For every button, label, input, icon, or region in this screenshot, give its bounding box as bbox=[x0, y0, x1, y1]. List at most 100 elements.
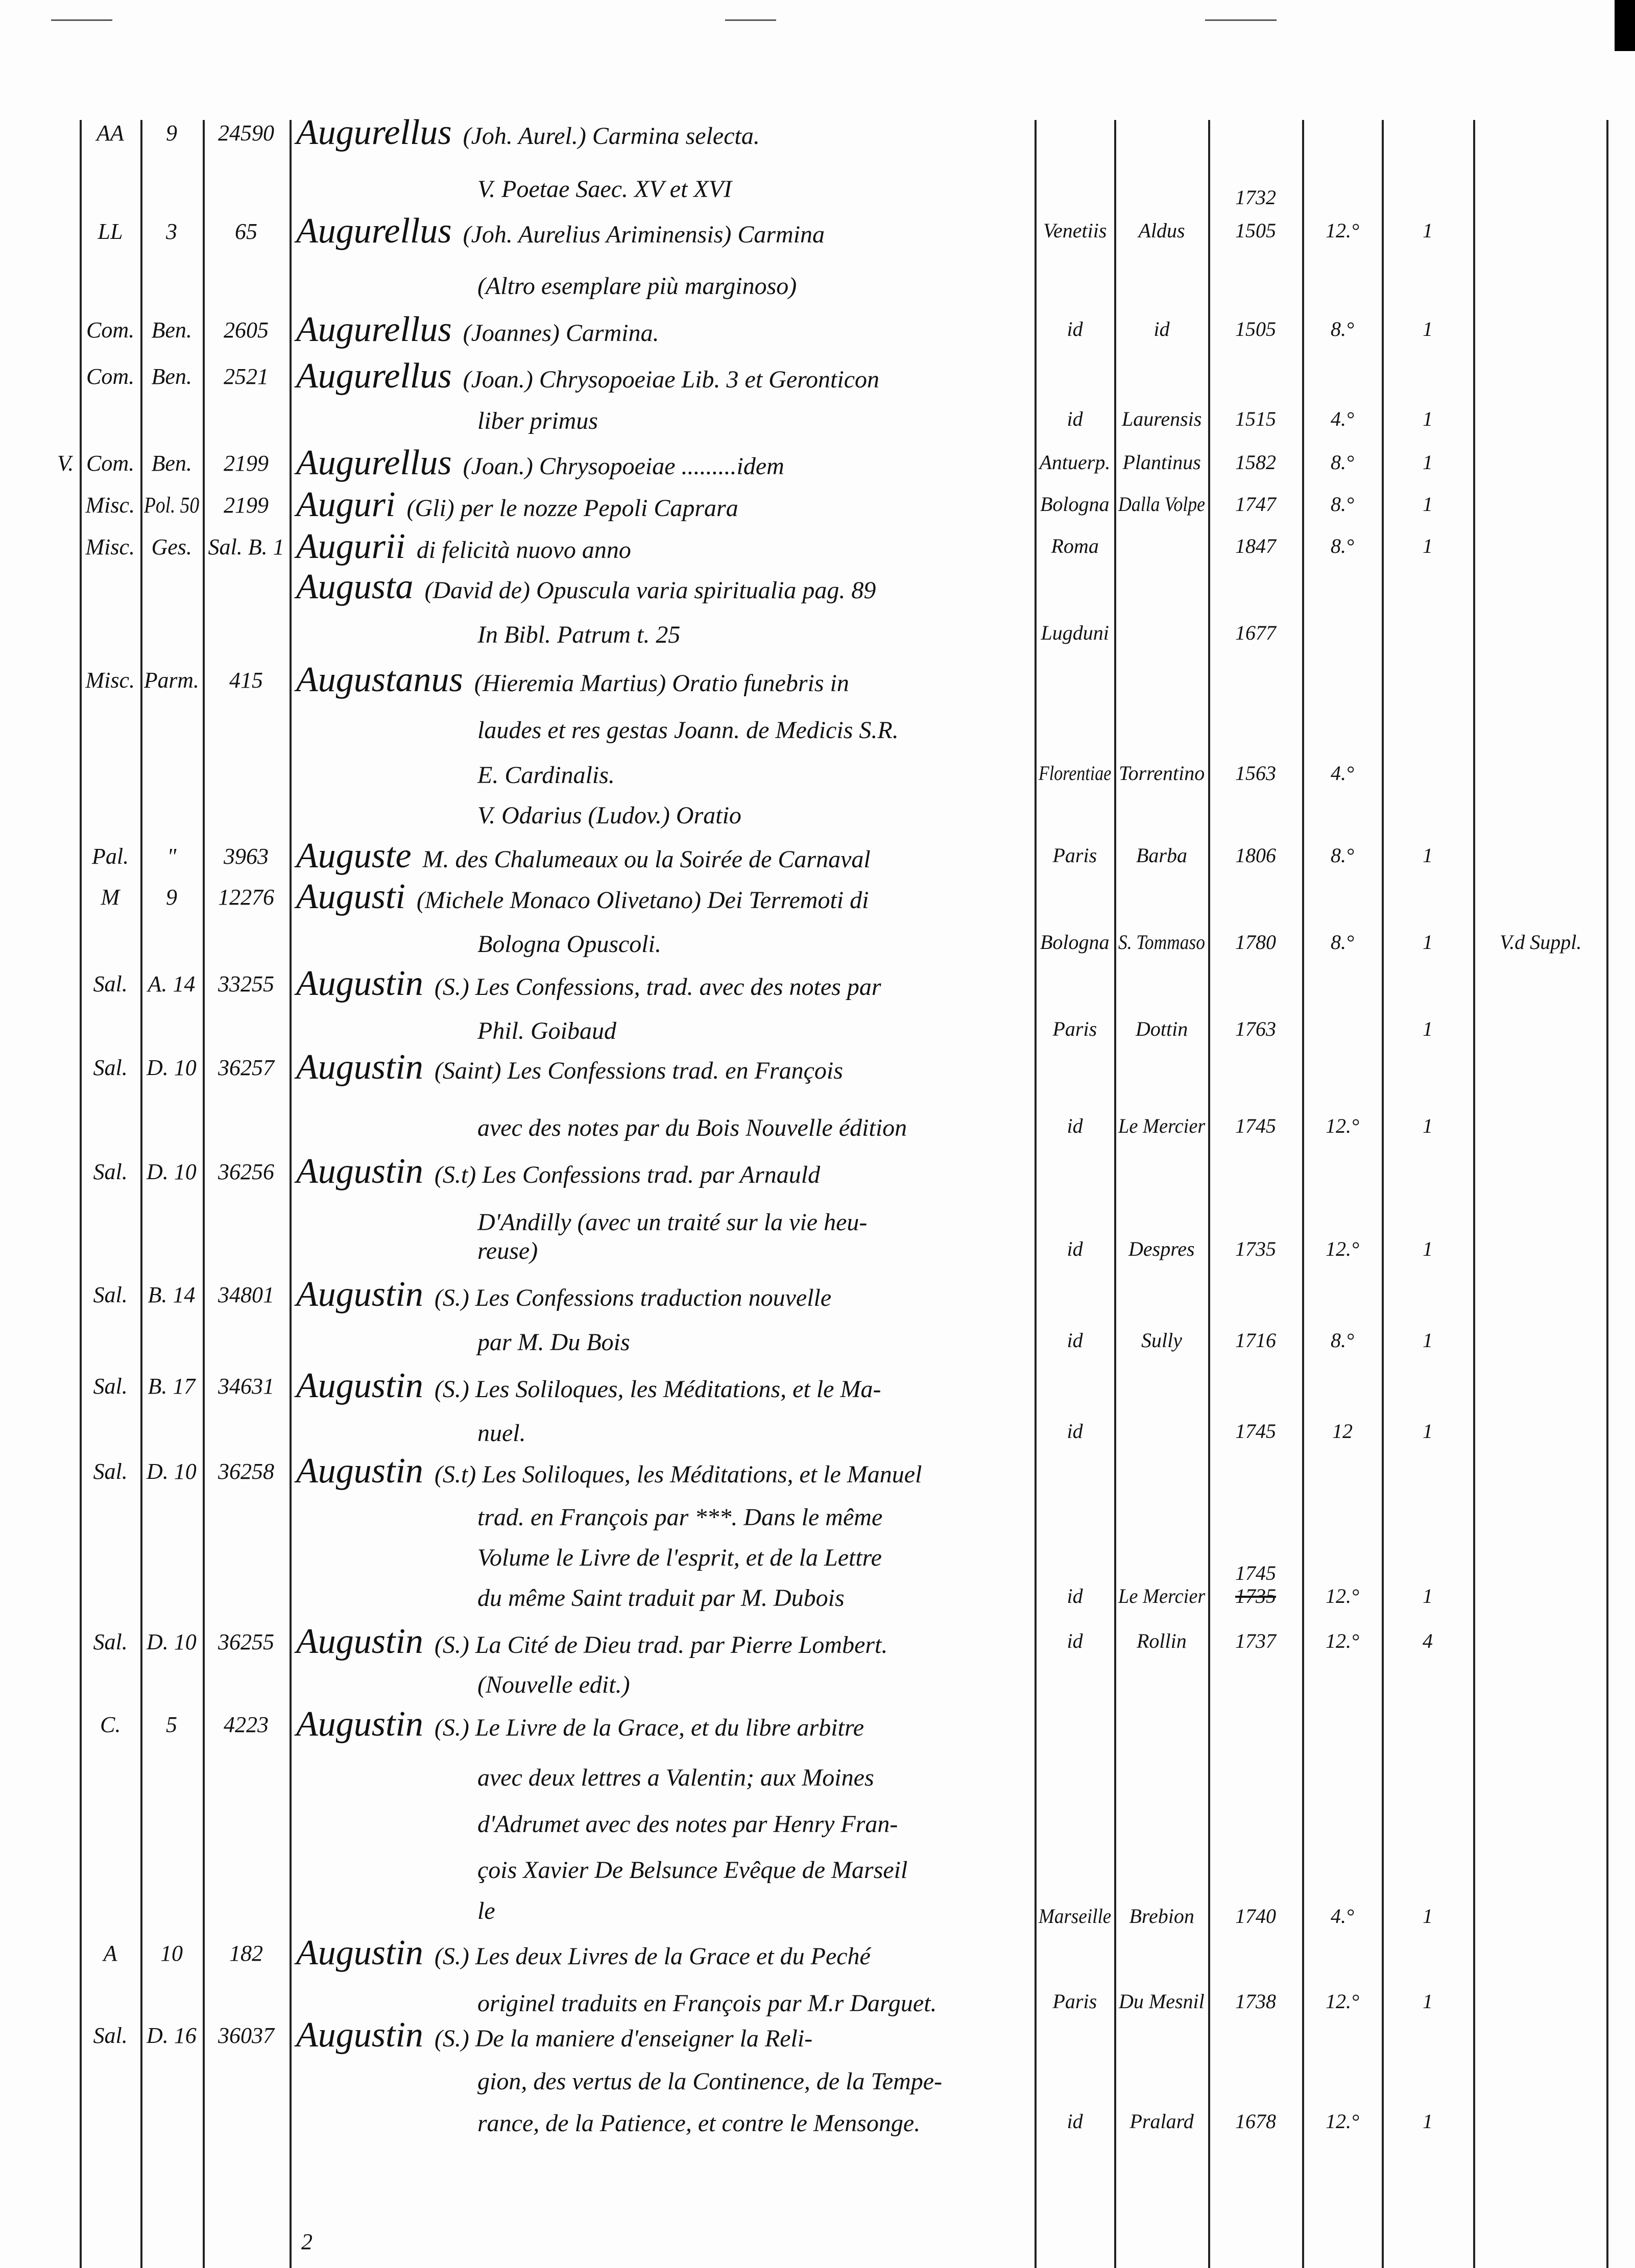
printer-value: Despres bbox=[1128, 1237, 1195, 1261]
vols-value: 1 bbox=[1423, 219, 1433, 242]
entry-description: (S.t) Les Confessions trad. par Arnauld bbox=[434, 1161, 821, 1189]
printer-value: Le Mercier bbox=[1118, 1584, 1206, 1608]
entry-heading-row: Augurellus (Joannes) Carmina. bbox=[296, 311, 659, 348]
entry-heading-row: Augustin (S.) Les Confessions, trad. avec… bbox=[296, 965, 881, 1002]
year-correction: 1732 bbox=[1235, 185, 1276, 209]
number-mark: 34631 bbox=[218, 1373, 274, 1399]
entry-heading-row: Augusti (Michele Monaco Olivetano) Dei Te… bbox=[296, 879, 869, 915]
vols-value: 1 bbox=[1423, 931, 1433, 954]
entry-heading: Augurellus bbox=[296, 356, 452, 396]
number-mark: 415 bbox=[229, 667, 263, 693]
format-value: 12.° bbox=[1326, 1114, 1359, 1138]
divider bbox=[725, 19, 776, 21]
printer-value: Laurensis bbox=[1122, 407, 1202, 430]
number-mark: 2521 bbox=[224, 363, 269, 389]
entry-description: (Joh. Aurel.) Carmina selecta. bbox=[463, 123, 760, 150]
page-number: 2 bbox=[301, 2229, 312, 2254]
place-value: Bologna bbox=[1040, 492, 1110, 516]
column-rule bbox=[80, 120, 82, 2268]
entry-heading: Augustanus bbox=[296, 660, 463, 699]
entry-description: (Joh. Aurelius Ariminensis) Carmina bbox=[463, 221, 825, 249]
entry-heading: Augustin bbox=[296, 1152, 423, 1191]
entry-description: (S.) De la maniere d'enseigner la Reli- bbox=[434, 2025, 813, 2053]
vols-value: 1 bbox=[1423, 492, 1433, 516]
column-rule bbox=[203, 120, 205, 2268]
printer-value: Rollin bbox=[1137, 1629, 1187, 1653]
year-value: 1505 bbox=[1235, 219, 1276, 242]
format-value: 8.° bbox=[1331, 317, 1354, 340]
vols-value: 1 bbox=[1423, 1237, 1433, 1261]
shelf-mark: M bbox=[101, 884, 120, 910]
printer-value: Aldus bbox=[1138, 219, 1185, 242]
entry-description: (S.) Les Confessions traduction nouvelle bbox=[434, 1284, 832, 1312]
format-value: 12 bbox=[1332, 1420, 1353, 1443]
place-value: Paris bbox=[1052, 844, 1097, 867]
entry-heading: Auguri bbox=[296, 484, 396, 524]
entry-heading-row: Auguri (Gli) per le nozze Pepoli Caprara bbox=[296, 484, 738, 524]
divider bbox=[1205, 19, 1277, 21]
divider bbox=[51, 19, 112, 21]
case-mark: D. 10 bbox=[147, 1458, 197, 1484]
format-value: 12.° bbox=[1326, 1584, 1359, 1608]
case-mark: Ben. bbox=[151, 450, 192, 476]
case-mark: Ben. bbox=[151, 363, 192, 389]
vols-value: 1 bbox=[1423, 407, 1433, 430]
place-value: id bbox=[1067, 407, 1083, 430]
year-value: 1515 bbox=[1235, 407, 1276, 430]
entry-continuation: nuel. bbox=[477, 1420, 526, 1447]
entry-heading-row: Augustin (S.) Les deux Livres de la Grace… bbox=[296, 1935, 871, 1971]
place-value: Paris bbox=[1052, 1017, 1097, 1041]
entry-heading-row: Augusta (David de) Opuscula varia spiritu… bbox=[296, 569, 876, 605]
printer-value: Le Mercier bbox=[1118, 1114, 1206, 1138]
vols-value: 1 bbox=[1423, 534, 1433, 557]
case-mark: 9 bbox=[166, 120, 177, 146]
format-value: 8.° bbox=[1331, 1328, 1354, 1352]
year-value: 1780 bbox=[1235, 931, 1276, 954]
format-value: 8.° bbox=[1331, 931, 1354, 954]
year-value: 1716 bbox=[1235, 1328, 1276, 1352]
entry-continuation: Bologna Opuscoli. bbox=[477, 931, 661, 958]
entry-continuation: rance, de la Patience, et contre le Mens… bbox=[477, 2110, 921, 2137]
place-value: id bbox=[1067, 1114, 1083, 1138]
number-mark: 2199 bbox=[224, 492, 269, 518]
year-value: 1745 bbox=[1235, 1114, 1276, 1138]
vols-value: 1 bbox=[1423, 1114, 1433, 1138]
entry-continuation: avec deux lettres a Valentin; aux Moines bbox=[477, 1764, 874, 1791]
column-rule bbox=[1208, 120, 1210, 2268]
entry-heading: Augustin bbox=[296, 1622, 423, 1662]
shelf-mark: Sal. bbox=[93, 1282, 128, 1308]
shelf-mark: Com. bbox=[86, 317, 135, 343]
vols-value: 1 bbox=[1423, 1017, 1433, 1041]
entry-heading: Augustin bbox=[296, 1047, 423, 1087]
format-value: 12.° bbox=[1326, 219, 1359, 242]
entry-heading: Augurellus bbox=[296, 443, 452, 482]
shelf-mark: Sal. bbox=[93, 2023, 128, 2048]
entry-heading-row: Augurellus (Joh. Aurelius Ariminensis) Ca… bbox=[296, 213, 825, 249]
shelf-mark: Sal. bbox=[93, 1629, 128, 1655]
case-mark: Ges. bbox=[151, 534, 192, 559]
vols-value: 1 bbox=[1423, 1420, 1433, 1443]
place-value: id bbox=[1067, 2110, 1083, 2133]
year-value: 1563 bbox=[1235, 761, 1276, 785]
entry-continuation: originel traduits en François par M.r Da… bbox=[477, 1989, 937, 2017]
entry-continuation: In Bibl. Patrum t. 25 bbox=[477, 621, 681, 648]
number-mark: 65 bbox=[235, 219, 257, 245]
place-value: id bbox=[1067, 1420, 1083, 1443]
number-mark: 4223 bbox=[224, 1712, 269, 1737]
entry-description: M. des Chalumeaux ou la Soirée de Carnav… bbox=[422, 846, 871, 873]
entry-heading: Augusti bbox=[296, 876, 405, 916]
case-mark: Pol. 50 bbox=[144, 492, 200, 518]
vols-value: 1 bbox=[1423, 1989, 1433, 2013]
entry-heading-row: Augustin (S.) La Cité de Dieu trad. par P… bbox=[296, 1624, 887, 1660]
case-mark: B. 14 bbox=[148, 1282, 196, 1308]
format-value: 12.° bbox=[1326, 1989, 1359, 2013]
number-mark: 36037 bbox=[218, 2023, 274, 2048]
place-value: Antuerp. bbox=[1039, 450, 1111, 474]
format-value: 12.° bbox=[1326, 2110, 1359, 2133]
entry-description: (Michele Monaco Olivetano) Dei Terremoti… bbox=[416, 886, 869, 914]
printer-value: Du Mesnil bbox=[1119, 1989, 1205, 2013]
entry-heading: Augustin bbox=[296, 1451, 423, 1491]
printer-value: id bbox=[1153, 317, 1170, 340]
place-value: Paris bbox=[1052, 1989, 1097, 2013]
entry-description: (S.) Le Livre de la Grace, et du libre a… bbox=[434, 1714, 864, 1741]
